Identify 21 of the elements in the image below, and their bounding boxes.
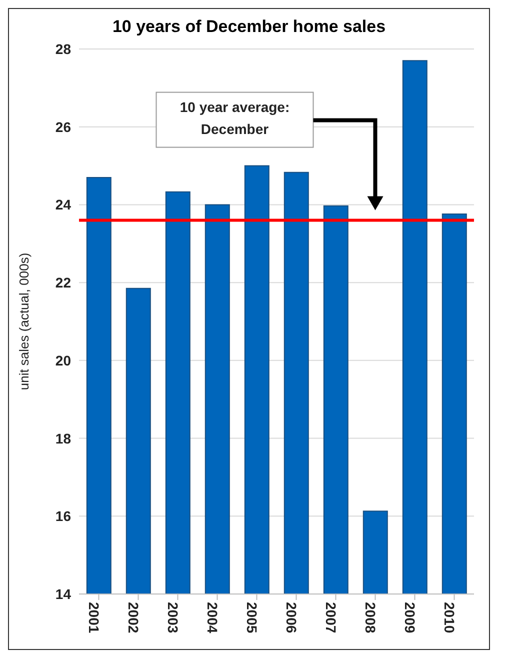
- x-tick-label: 2003: [164, 602, 181, 634]
- x-tick-label: 2001: [86, 602, 102, 634]
- y-tick-label: 22: [55, 274, 72, 291]
- x-tick-label: 2004: [204, 602, 220, 634]
- x-tick-label: 2007: [322, 602, 339, 634]
- y-axis-title: unit sales (actual, 000s): [16, 252, 32, 390]
- y-tick-label: 24: [55, 196, 72, 213]
- y-tick-label: 14: [55, 586, 72, 602]
- x-tick-label: 2009: [402, 602, 418, 634]
- y-tick-label: 20: [55, 352, 72, 368]
- y-tick-label: 28: [55, 40, 72, 57]
- x-tick-label: 2008: [362, 602, 378, 634]
- x-tick-label: 2010: [441, 602, 458, 634]
- y-tick-label: 26: [55, 118, 72, 135]
- x-tick-label: 2006: [283, 602, 300, 634]
- y-tick-label: 16: [55, 508, 72, 524]
- x-tick-label: 2005: [244, 602, 260, 634]
- y-tick-label: 18: [55, 430, 72, 446]
- annotation: 10 year average: December: [178, 98, 291, 140]
- x-tick-label: 2002: [125, 602, 142, 634]
- chart-title: 10 years of December home sales: [111, 17, 387, 37]
